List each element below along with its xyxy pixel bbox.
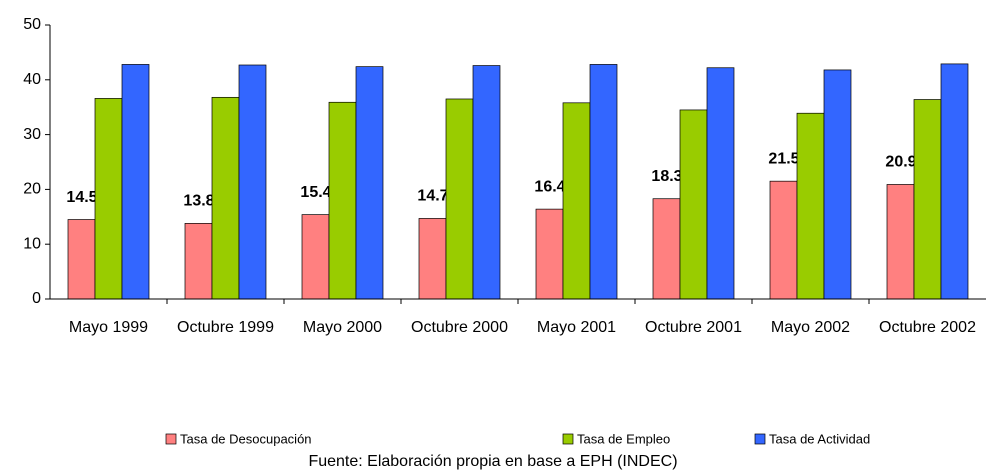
data-label: 16.4 <box>534 178 565 195</box>
bar <box>679 109 708 300</box>
bar <box>328 101 357 300</box>
legend-label: Tasa de Desocupación <box>180 431 312 446</box>
y-tick-label: 0 <box>32 290 41 307</box>
x-tick-label: Octubre 2001 <box>645 319 742 336</box>
bar <box>589 64 618 300</box>
bar <box>238 64 267 300</box>
legend-swatch <box>754 433 766 445</box>
bar <box>823 69 852 300</box>
y-tick-label: 30 <box>23 126 41 143</box>
bar <box>472 65 501 300</box>
bar <box>418 218 447 300</box>
bar <box>94 98 123 300</box>
y-tick-label: 20 <box>23 181 41 198</box>
bar <box>886 184 915 300</box>
data-label: 14.5 <box>66 189 97 206</box>
bar <box>769 180 798 300</box>
bar <box>211 96 240 300</box>
bar <box>652 198 681 300</box>
bar <box>445 98 474 300</box>
bar <box>301 214 330 300</box>
bar <box>184 223 213 300</box>
data-label: 18.3 <box>651 168 682 185</box>
data-label: 13.8 <box>183 193 214 210</box>
bar <box>121 64 150 300</box>
x-tick-label: Mayo 1999 <box>68 319 149 336</box>
source-note: Fuente: Elaboración propia en base a EPH… <box>308 453 677 470</box>
x-tick-label: Mayo 2000 <box>302 319 383 336</box>
bar <box>355 66 384 300</box>
data-label: 14.7 <box>417 188 448 205</box>
bar <box>535 208 564 300</box>
bar <box>562 102 591 300</box>
legend-label: Tasa de Empleo <box>577 431 670 446</box>
x-tick-label: Octubre 2000 <box>411 319 508 336</box>
x-tick-label: Octubre 1999 <box>177 319 274 336</box>
bar <box>796 112 825 300</box>
legend-swatch <box>562 433 574 445</box>
legend-label: Tasa de Actividad <box>769 431 870 446</box>
y-tick-label: 50 <box>23 16 41 33</box>
y-tick-label: 40 <box>23 71 41 88</box>
data-label: 20.9 <box>885 154 916 171</box>
bar <box>913 99 942 300</box>
x-tick-label: Mayo 2001 <box>536 319 617 336</box>
bar <box>940 63 969 300</box>
x-tick-label: Mayo 2002 <box>770 319 851 336</box>
bar <box>706 67 735 300</box>
x-tick-label: Octubre 2002 <box>879 319 976 336</box>
legend-swatch <box>165 433 177 445</box>
bar <box>67 219 96 300</box>
data-label: 15.4 <box>300 184 331 201</box>
y-tick-label: 10 <box>23 235 41 252</box>
data-label: 21.5 <box>768 150 799 167</box>
